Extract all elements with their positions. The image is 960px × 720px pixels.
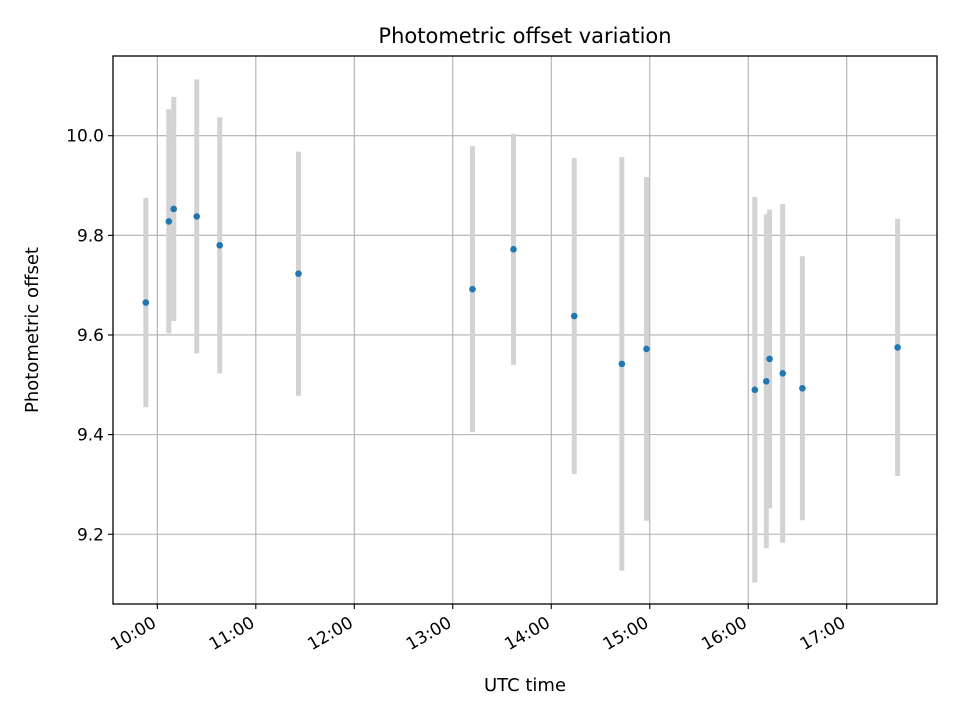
y-tick-label: 9.2 — [77, 525, 104, 545]
y-tick-label: 9.4 — [77, 426, 104, 446]
y-axis-label: Photometric offset — [22, 247, 43, 413]
data-point — [170, 205, 178, 213]
y-tick-label: 10.0 — [66, 127, 104, 147]
data-point — [142, 299, 150, 306]
data-point — [618, 360, 626, 368]
y-axis: 9.2 9.4 9.6 9.8 10.0 — [66, 127, 113, 545]
data-point — [766, 355, 773, 363]
data-point — [762, 378, 770, 385]
grid — [113, 56, 937, 604]
data-point — [469, 285, 476, 293]
data-point — [779, 370, 787, 377]
data-points — [142, 205, 901, 394]
data-point — [295, 270, 302, 278]
data-point — [165, 218, 173, 225]
data-point — [643, 345, 650, 353]
data-point — [510, 245, 517, 253]
plot-frame — [112, 55, 938, 605]
y-tick-label: 9.6 — [77, 326, 104, 346]
x-axis-label: UTC time — [484, 675, 566, 696]
data-point — [570, 312, 578, 320]
data-point — [751, 386, 759, 394]
data-point — [193, 213, 201, 220]
data-point — [216, 242, 223, 249]
data-point — [799, 384, 806, 392]
y-tick-label: 9.8 — [77, 226, 104, 246]
data-point — [894, 344, 901, 351]
chart-title: Photometric offset variation — [378, 24, 671, 48]
